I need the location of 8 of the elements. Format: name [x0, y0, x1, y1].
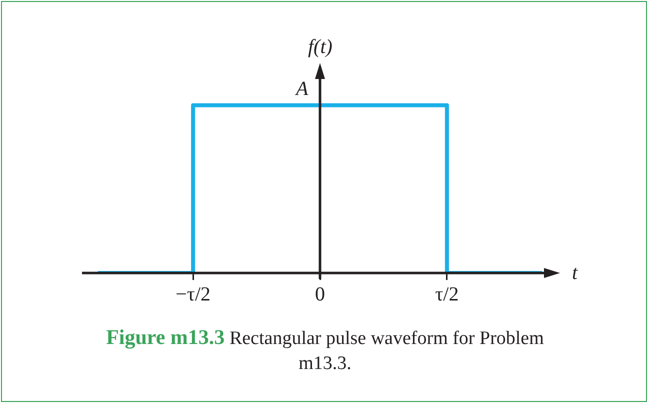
- y-axis-title: f(t): [308, 36, 332, 58]
- x-tick-label: τ/2: [435, 283, 459, 306]
- x-axis-title: t: [572, 262, 578, 284]
- x-tick-label: 0: [315, 283, 325, 306]
- annotation: A: [296, 78, 308, 100]
- text: Rectangular pulse waveform for Problem m13.3.: [229, 328, 544, 374]
- x-tick-label: −τ/2: [176, 283, 211, 306]
- caption: Figure m13.3: [106, 325, 225, 349]
